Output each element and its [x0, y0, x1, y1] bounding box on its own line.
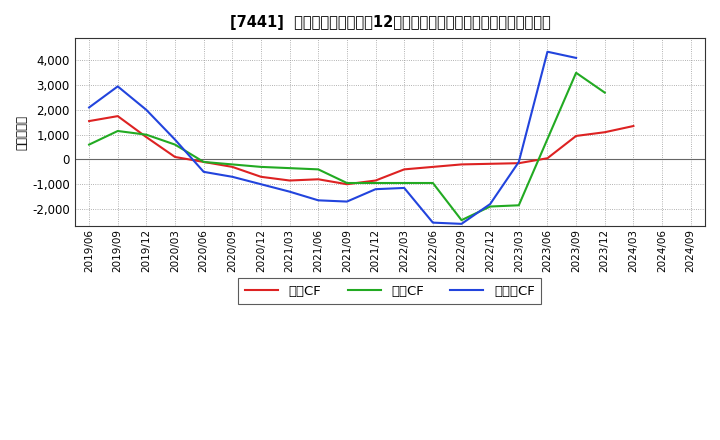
投資CF: [199, 159, 208, 165]
フリーCF: [428, 220, 437, 225]
フリーCF: [171, 137, 179, 142]
営業CF: [457, 162, 466, 167]
フリーCF: [486, 202, 495, 207]
営業CF: [285, 178, 294, 183]
営業CF: [114, 114, 122, 119]
営業CF: [372, 178, 380, 183]
投資CF: [171, 142, 179, 147]
Line: 投資CF: 投資CF: [89, 73, 605, 220]
フリーCF: [372, 187, 380, 192]
投資CF: [400, 180, 408, 186]
投資CF: [114, 128, 122, 134]
フリーCF: [228, 174, 237, 180]
営業CF: [343, 182, 351, 187]
投資CF: [515, 203, 523, 208]
営業CF: [142, 135, 150, 140]
投資CF: [343, 180, 351, 186]
フリーCF: [343, 199, 351, 204]
フリーCF: [572, 55, 580, 61]
投資CF: [85, 142, 94, 147]
営業CF: [428, 164, 437, 169]
投資CF: [600, 90, 609, 95]
営業CF: [314, 176, 323, 182]
投資CF: [457, 217, 466, 223]
営業CF: [543, 156, 552, 161]
フリーCF: [114, 84, 122, 89]
営業CF: [199, 159, 208, 165]
フリーCF: [142, 107, 150, 113]
投資CF: [372, 180, 380, 186]
Legend: 営業CF, 投資CF, フリーCF: 営業CF, 投資CF, フリーCF: [238, 278, 541, 304]
Title: [7441]  キャッシュフローの12か月移動合計の対前年同期増減額の推移: [7441] キャッシュフローの12か月移動合計の対前年同期増減額の推移: [230, 15, 550, 30]
営業CF: [600, 130, 609, 135]
投資CF: [572, 70, 580, 75]
営業CF: [171, 154, 179, 160]
営業CF: [629, 123, 638, 128]
フリーCF: [400, 185, 408, 191]
営業CF: [228, 164, 237, 169]
フリーCF: [285, 189, 294, 194]
フリーCF: [314, 198, 323, 203]
投資CF: [142, 132, 150, 137]
フリーCF: [515, 159, 523, 165]
投資CF: [256, 164, 265, 169]
投資CF: [314, 167, 323, 172]
営業CF: [256, 174, 265, 180]
フリーCF: [199, 169, 208, 175]
営業CF: [486, 161, 495, 166]
Y-axis label: （百万円）: （百万円）: [15, 115, 28, 150]
投資CF: [285, 165, 294, 171]
フリーCF: [457, 221, 466, 227]
Line: フリーCF: フリーCF: [89, 52, 576, 224]
投資CF: [228, 162, 237, 167]
Line: 営業CF: 営業CF: [89, 116, 634, 184]
フリーCF: [543, 49, 552, 55]
フリーCF: [256, 182, 265, 187]
投資CF: [486, 204, 495, 209]
フリーCF: [85, 105, 94, 110]
営業CF: [572, 133, 580, 139]
投資CF: [428, 180, 437, 186]
営業CF: [85, 118, 94, 124]
営業CF: [400, 167, 408, 172]
営業CF: [515, 161, 523, 166]
